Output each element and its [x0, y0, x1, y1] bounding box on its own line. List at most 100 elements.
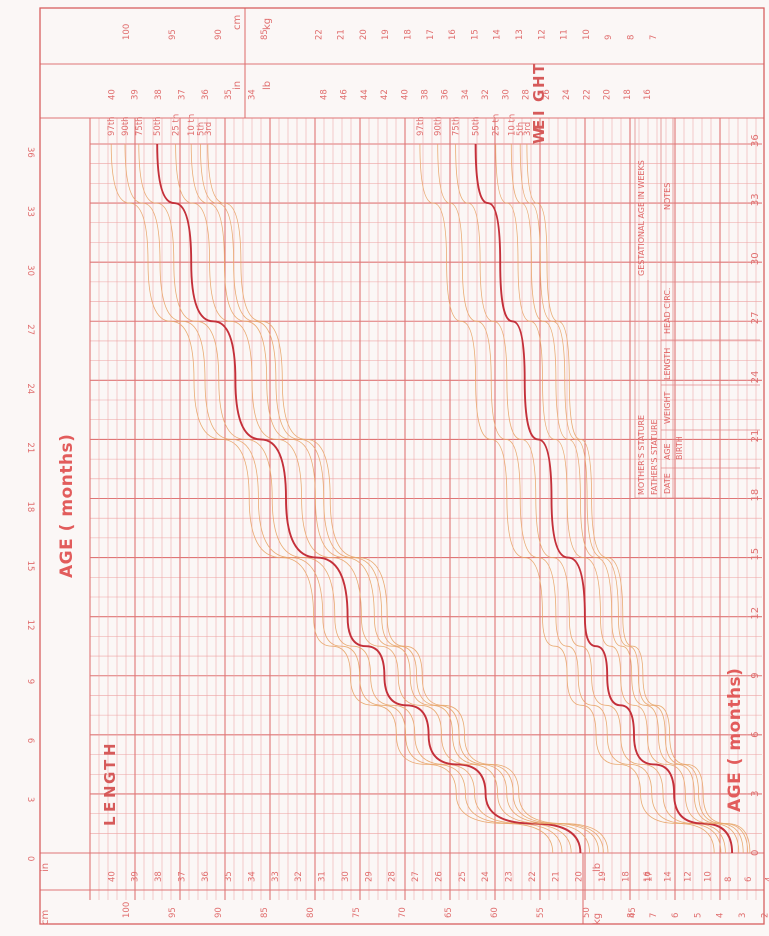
top-weight-lb-tick-label: 40 [400, 89, 410, 100]
top-weight-lb-tick-label: 32 [481, 89, 491, 100]
weight-percentile-label: 97th [416, 116, 426, 136]
weight-lb-tick-label: 16 [643, 871, 653, 882]
bottom-age-tick-label: 15 [750, 548, 761, 561]
top-weight-kg-tick-label: 21 [337, 29, 347, 40]
percentile-curves [110, 143, 751, 854]
length-in-tick-label: 29 [364, 871, 374, 882]
chart-frame [39, 7, 765, 925]
length-cm-tick-label: 70 [398, 907, 408, 918]
top-weight-lb-tick-label: 44 [360, 89, 370, 100]
age-tick-label: 24 [25, 383, 35, 394]
top-in-unit: in [232, 81, 243, 90]
length-in-tick-label: 35 [224, 871, 234, 882]
length-cm-tick-label: 75 [352, 907, 362, 918]
age-tick-label: 36 [25, 147, 35, 158]
weight-lb-tick-label: 6 [744, 877, 754, 882]
weight-percentile-label: 50th [472, 116, 482, 136]
bottom-age-tick-label: 9 [750, 672, 761, 678]
weight-kg-tick-label: 6 [671, 913, 681, 918]
age-tick-label: 6 [25, 738, 35, 743]
top-weight-kg-tick-label: 17 [426, 29, 436, 40]
length-in-tick-label: 30 [341, 871, 351, 882]
length-in-tick-label: 18 [621, 871, 631, 882]
bottom-age-tick-label: 12 [750, 607, 761, 620]
weight-label-letter: G [530, 90, 548, 102]
bottom-lb-unit: lb [592, 863, 603, 872]
length-in-tick-label: 20 [575, 871, 585, 882]
top-weight-kg-tick-label: 12 [537, 29, 547, 40]
top-weight-lb-tick-label: 16 [643, 89, 653, 100]
col-head-circ: HEAD CIRC. [663, 288, 672, 334]
bottom-age-tick-label: 6 [750, 731, 761, 737]
length-in-tick-label: 24 [481, 871, 491, 882]
length-cm-tick-label: 85 [260, 907, 270, 918]
length-in-tick-label: 36 [201, 871, 211, 882]
top-weight-kg-tick-label: 19 [381, 29, 391, 40]
top-length-in-tick-label: 34 [247, 89, 257, 100]
top-weight-kg-tick-label: 13 [515, 29, 525, 40]
age-tick-label: 30 [25, 265, 35, 276]
length-in-tick-label: 31 [318, 871, 328, 882]
length-label-letter: E [101, 802, 119, 812]
top-length-in-tick-label: 39 [131, 89, 141, 100]
bottom-age-tick-label: 33 [750, 193, 761, 206]
age-tick-label: 3 [25, 797, 35, 802]
length-in-tick-label: 23 [505, 871, 515, 882]
top-weight-lb-tick-label: 18 [623, 89, 633, 100]
bottom-age-tick-label: 24 [750, 371, 761, 384]
bottom-age-tick-label: 3 [750, 791, 761, 797]
length-cm-tick-label: 100 [122, 902, 132, 918]
bottom-age-tick-label: 30 [750, 252, 761, 265]
top-weight-lb-tick-label: 42 [380, 89, 390, 100]
top-weight-lb-tick-label: 48 [319, 89, 329, 100]
length-label-letter: T [101, 759, 119, 770]
length-75th-curve [138, 143, 572, 854]
weight-lb-tick-label: 8 [724, 877, 734, 882]
length-cm-tick-label: 55 [536, 907, 546, 918]
gestational-age-label: GESTATIONAL AGE IN WEEKS [637, 160, 646, 276]
bottom-age-tick-label: 27 [750, 312, 761, 325]
length-in-tick-label: 39 [131, 871, 141, 882]
age-tick-label: 15 [25, 561, 35, 572]
length-cm-tick-label: 45 [628, 907, 638, 918]
length-in-tick-label: 32 [294, 871, 304, 882]
top-weight-kg-tick-label: 22 [314, 29, 324, 40]
length-10th-curve [190, 143, 600, 854]
weight-percentile-label: 75th [452, 116, 462, 136]
length-in-tick-label: 26 [434, 871, 444, 882]
top-weight-lb-tick-label: 34 [461, 89, 471, 100]
length-50th-curve [156, 143, 582, 854]
top-kg-unit: kg [262, 18, 273, 30]
top-weight-kg-tick-label: 16 [448, 29, 458, 40]
record-table: MOTHER'S STATURE FATHER'S STATURE GESTAT… [634, 118, 760, 499]
length-3rd-curve [207, 143, 609, 854]
bottom-cm-unit: cm [40, 910, 51, 925]
top-weight-kg-tick-label: 20 [359, 29, 369, 40]
length-in-tick-label: 40 [107, 871, 117, 882]
length-cm-tick-label: 60 [490, 907, 500, 918]
length-25th-curve [175, 143, 590, 854]
top-lb-unit: lb [262, 81, 273, 90]
length-cm-tick-label: 65 [444, 907, 454, 918]
weight-percentile-label: 5th [516, 122, 526, 136]
length-in-tick-label: 37 [177, 871, 187, 882]
top-weight-lb-tick-label: 22 [582, 89, 592, 100]
length-in-tick-label: 33 [271, 871, 281, 882]
col-length: LENGTH [663, 348, 672, 380]
weight-kg-tick-label: 4 [716, 913, 726, 918]
length-cm-tick-label: 80 [306, 907, 316, 918]
length-in-tick-label: 25 [458, 871, 468, 882]
chart-grid [89, 118, 762, 900]
bottom-age-tick-label: 36 [750, 134, 761, 147]
bottom-age-tick-label: 18 [750, 489, 761, 502]
top-weight-lb-tick-label: 46 [340, 89, 350, 100]
length-label-letter: N [101, 785, 119, 798]
age-tick-label: 33 [25, 206, 35, 217]
bottom-kg-unit: kg [592, 913, 603, 925]
length-label-letter: H [101, 743, 119, 756]
top-length-cm-tick-label: 95 [168, 29, 178, 40]
length-label-letter: L [101, 816, 119, 826]
weight-percentile-label: 25 th [492, 114, 502, 136]
